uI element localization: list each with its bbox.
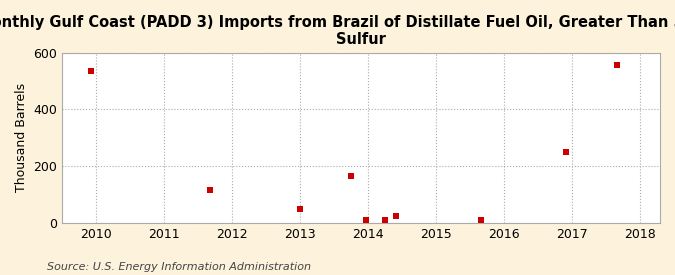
Point [612,63,622,68]
Point [360,218,371,222]
Point [476,218,487,222]
Point [561,150,572,154]
Point [205,188,215,192]
Point [86,69,97,73]
Y-axis label: Thousand Barrels: Thousand Barrels [15,83,28,192]
Point [294,207,305,211]
Text: Source: U.S. Energy Information Administration: Source: U.S. Energy Information Administ… [47,262,311,272]
Point [391,214,402,218]
Title: Monthly Gulf Coast (PADD 3) Imports from Brazil of Distillate Fuel Oil, Greater : Monthly Gulf Coast (PADD 3) Imports from… [0,15,675,47]
Point [379,218,390,222]
Point [346,174,356,178]
